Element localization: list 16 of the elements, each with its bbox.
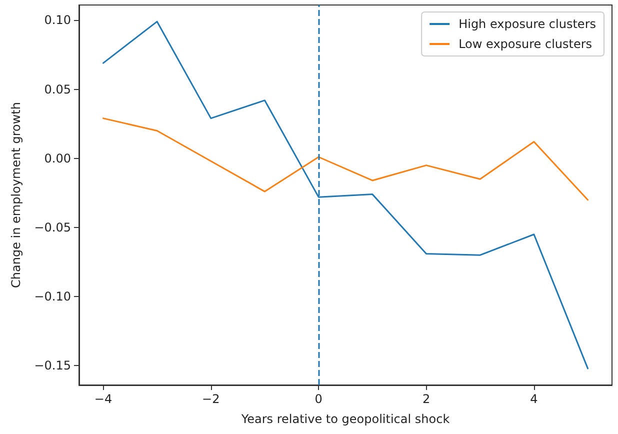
legend-label: Low exposure clusters xyxy=(458,37,592,51)
x-tick-label: −2 xyxy=(202,392,220,406)
y-tick-label: 0.10 xyxy=(44,13,71,28)
x-tick-label: 2 xyxy=(422,392,430,406)
x-tick-label: 0 xyxy=(314,392,322,406)
y-tick-label: −0.15 xyxy=(34,358,71,373)
y-axis-title: Change in employment growth xyxy=(9,102,23,288)
x-tick-label: −4 xyxy=(94,392,112,406)
x-tick-label: 4 xyxy=(530,392,538,406)
x-axis-title: Years relative to geopolitical shock xyxy=(240,412,450,426)
y-tick-label: 0.00 xyxy=(44,151,71,166)
y-tick-label: 0.05 xyxy=(44,82,71,96)
line-series xyxy=(102,118,589,201)
y-tick-label: −0.05 xyxy=(34,220,71,234)
y-tick-label: −0.10 xyxy=(34,290,71,304)
legend-label: High exposure clusters xyxy=(458,17,596,31)
